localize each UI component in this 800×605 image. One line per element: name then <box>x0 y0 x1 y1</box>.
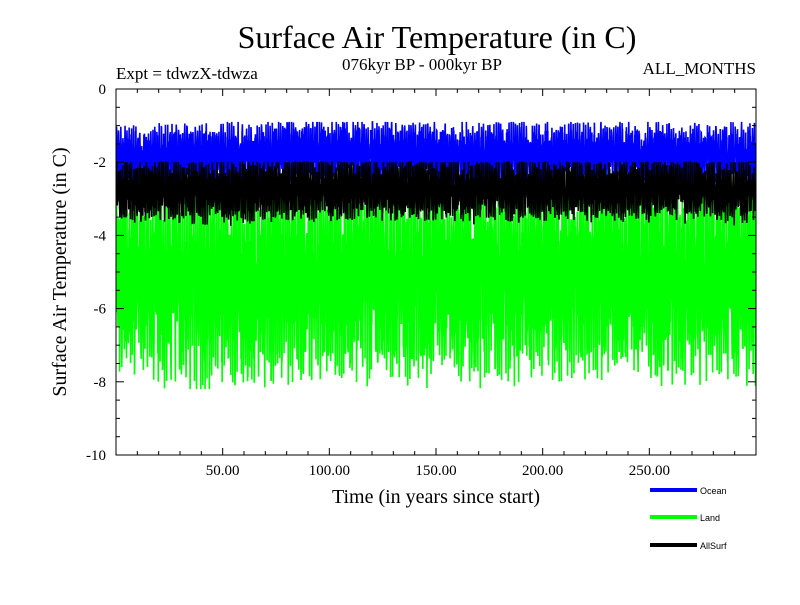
experiment-label: Expt = tdwzX-tdwza <box>116 64 258 83</box>
y-tick-label: -6 <box>94 302 107 318</box>
y-tick-label: -4 <box>94 228 107 244</box>
y-tick-label: -8 <box>94 375 107 391</box>
legend-label-ocean: Ocean <box>700 486 727 496</box>
chart-subtitle: 076kyr BP - 000kyr BP <box>342 55 502 74</box>
y-tick-label: 0 <box>99 82 107 98</box>
y-tick-label: -2 <box>94 155 107 171</box>
chart-title: Surface Air Temperature (in C) <box>238 19 637 55</box>
y-axis-label: Surface Air Temperature (in C) <box>49 147 71 396</box>
x-tick-label: 50.00 <box>206 463 240 479</box>
x-tick-label: 150.00 <box>415 463 456 479</box>
x-tick-label: 250.00 <box>629 463 670 479</box>
x-tick-label: 100.00 <box>309 463 350 479</box>
x-axis-label: Time (in years since start) <box>332 486 540 508</box>
plot-area <box>115 88 757 456</box>
y-tick-label: -10 <box>86 448 106 464</box>
legend-label-allsurf: AllSurf <box>700 541 727 551</box>
legend: Ocean Land AllSurf <box>650 486 727 551</box>
legend-label-land: Land <box>700 513 720 523</box>
axis-ticks: 50.00 100.00 150.00 200.00 250.00 0 -2 -4 -6 -8 -1… <box>86 82 756 479</box>
series-line-land <box>116 165 756 390</box>
x-tick-label: 200.00 <box>522 463 563 479</box>
series-line-allsurf <box>116 159 756 226</box>
months-label: ALL_MONTHS <box>643 59 756 78</box>
